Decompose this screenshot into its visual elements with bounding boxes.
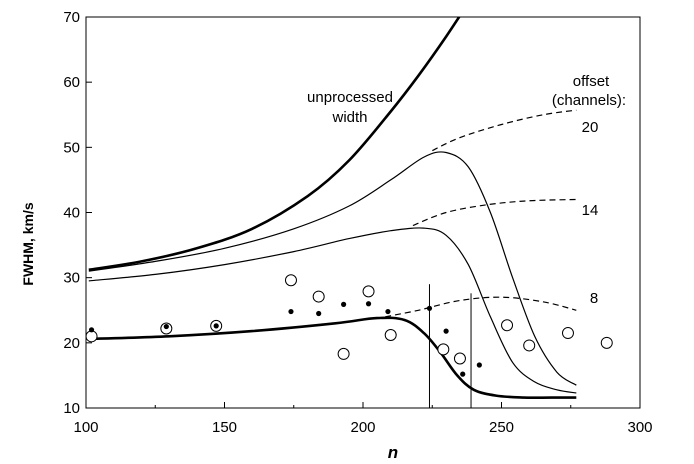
annotation-width: width — [331, 109, 367, 126]
open-circle-point — [337, 347, 350, 360]
ticks-layer — [85, 16, 641, 409]
open-circle-point — [362, 285, 375, 298]
annotation-offset: offset — [573, 73, 610, 90]
open-circle-point — [437, 343, 450, 356]
filled-dot-point — [385, 308, 391, 315]
open-circle-point — [85, 330, 98, 343]
open-circle-point — [384, 329, 397, 342]
y-tick-label: 10 — [63, 400, 80, 417]
x-tick-label: 250 — [489, 419, 514, 436]
x-tick-label: 100 — [73, 419, 98, 436]
tick-labels-layer: 100 150 200 250 300 10 20 30 40 50 60 70 — [63, 9, 652, 436]
x-tick-label: 300 — [627, 419, 652, 436]
filled-dot-point — [341, 301, 347, 307]
open-circle-point — [453, 352, 466, 365]
filled-dot-point — [426, 305, 433, 311]
y-tick-label: 40 — [63, 205, 80, 222]
open-circle-point — [312, 290, 325, 303]
filled-dot-point — [163, 323, 169, 330]
annotation-unprocessed: unprocessed — [307, 89, 393, 106]
annotation-channels: (channels): — [552, 92, 626, 109]
series-line-7 — [432, 109, 577, 152]
filled-dot-point — [460, 371, 466, 377]
x-tick-label: 150 — [212, 419, 237, 436]
filled-dot-point — [288, 308, 294, 315]
filled-dot-point — [476, 362, 482, 368]
series-line-2 — [88, 227, 577, 394]
series-line-1 — [88, 17, 461, 272]
open-circle-point — [600, 336, 613, 349]
y-tick-label: 50 — [63, 139, 80, 156]
filled-dot-point — [88, 327, 95, 333]
x-tick-label: 200 — [350, 419, 375, 436]
plot-area-frame — [85, 16, 641, 409]
series-line-3 — [88, 151, 577, 386]
y-tick-label: 30 — [63, 270, 80, 287]
y-tick-label: 70 — [63, 9, 80, 26]
y-tick-label: 60 — [63, 74, 80, 91]
series-line-5 — [385, 296, 577, 318]
open-circle-point — [501, 319, 514, 332]
x-axis-title: n — [388, 443, 398, 462]
annotation-offset-14: 14 — [582, 202, 599, 219]
y-axis-title: FWHM, km/s — [20, 202, 36, 285]
filled-dot-point — [365, 301, 372, 307]
annotation-offset-20: 20 — [582, 119, 599, 136]
open-circle-point — [523, 339, 536, 352]
points-layer — [85, 274, 613, 377]
open-circle-point — [284, 274, 297, 287]
series-line-4 — [88, 316, 577, 400]
vertical-lines-layer — [428, 284, 472, 408]
curves-layer — [88, 17, 577, 400]
filled-dot-point — [443, 328, 449, 334]
annotation-offset-8: 8 — [590, 290, 598, 307]
open-circle-point — [561, 327, 574, 340]
series-line-6 — [412, 198, 577, 227]
filled-dot-point — [316, 310, 322, 317]
y-tick-label: 20 — [63, 335, 80, 352]
filled-dot-point — [213, 323, 219, 329]
